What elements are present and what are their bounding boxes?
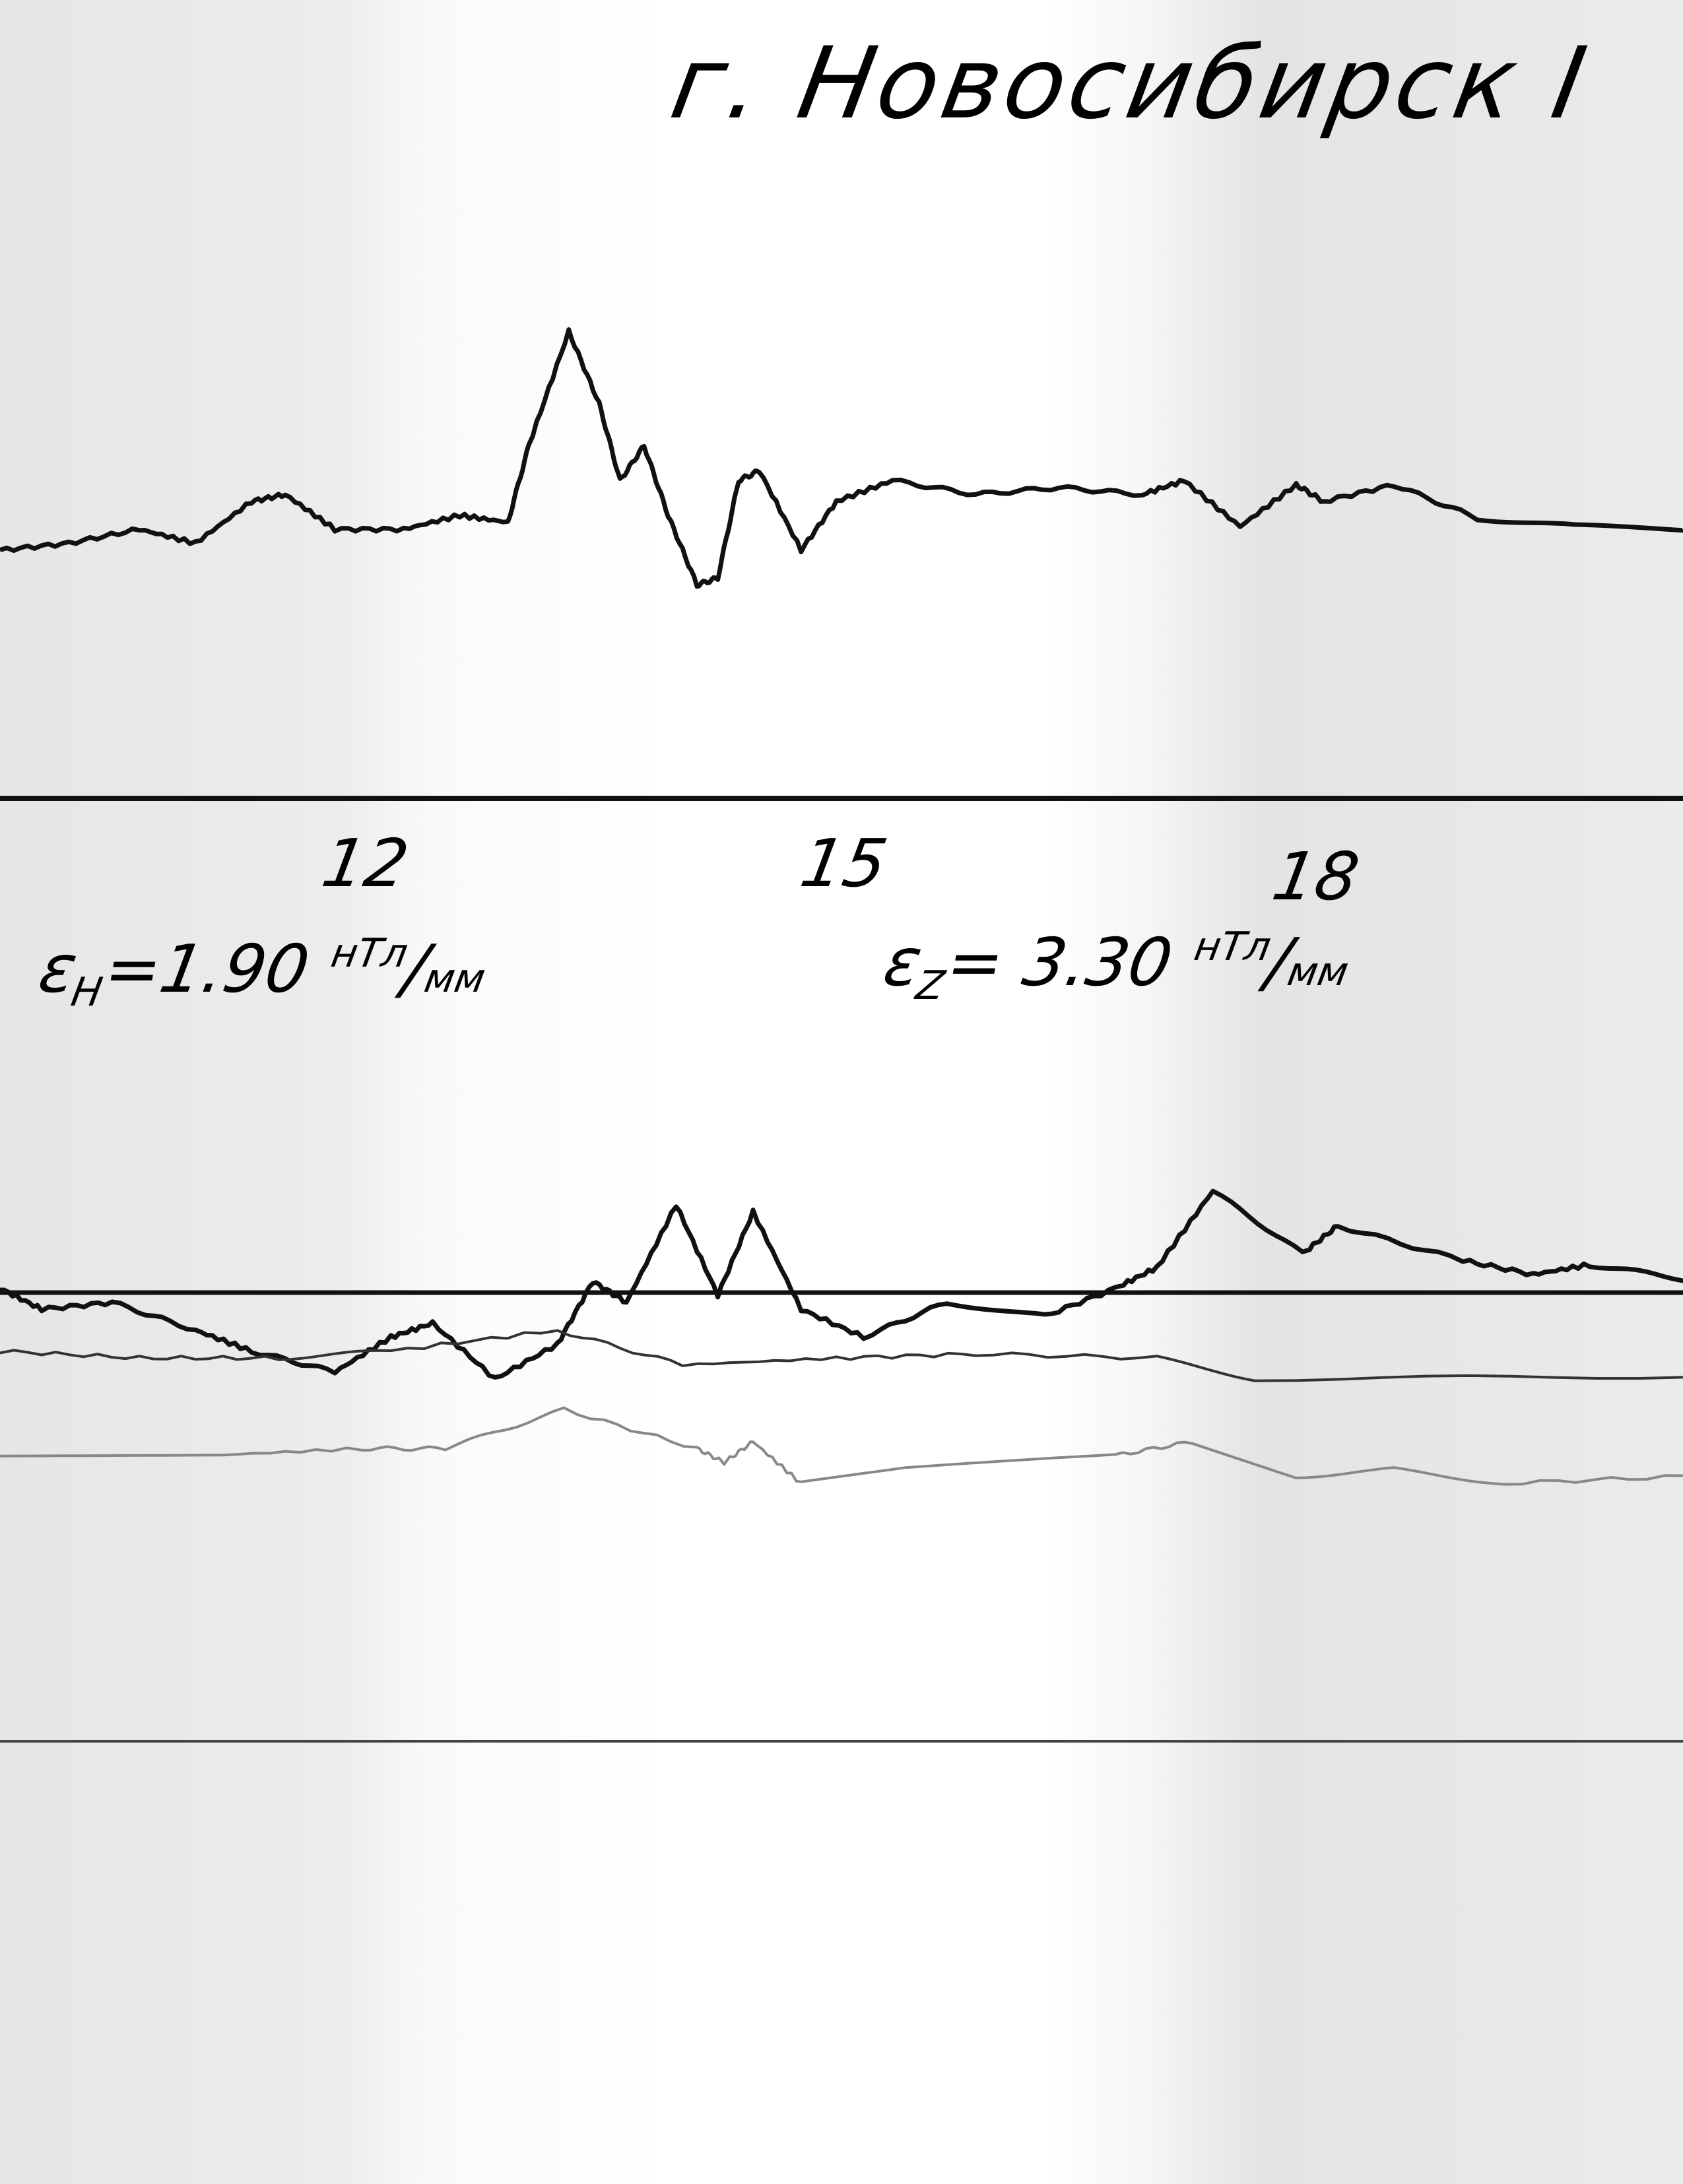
tick-label-18: 18 xyxy=(1267,838,1365,915)
scale-z-value: = 3.30 xyxy=(940,924,1178,1001)
scale-h-label: εH=1.90 нТл/мм xyxy=(33,930,489,1015)
scale-z-label: εZ= 3.30 нТл/мм xyxy=(878,924,1352,1009)
scale-h-unit-num: нТл xyxy=(327,930,412,977)
tick-label-15: 15 xyxy=(795,825,893,902)
scale-h-unit-den: мм xyxy=(420,955,489,1002)
trace-thin xyxy=(0,1329,1683,1382)
trace-z xyxy=(0,1188,1683,1380)
trace-h xyxy=(0,327,1683,589)
scale-z-unit-num: нТл xyxy=(1191,924,1274,970)
chart-title: г. Новосибирск I xyxy=(663,26,1598,141)
scale-h-value: =1.90 xyxy=(98,930,315,1008)
scale-z-unit-den: мм xyxy=(1284,949,1352,995)
tick-label-12: 12 xyxy=(316,825,414,902)
trace-gray xyxy=(0,1406,1683,1486)
